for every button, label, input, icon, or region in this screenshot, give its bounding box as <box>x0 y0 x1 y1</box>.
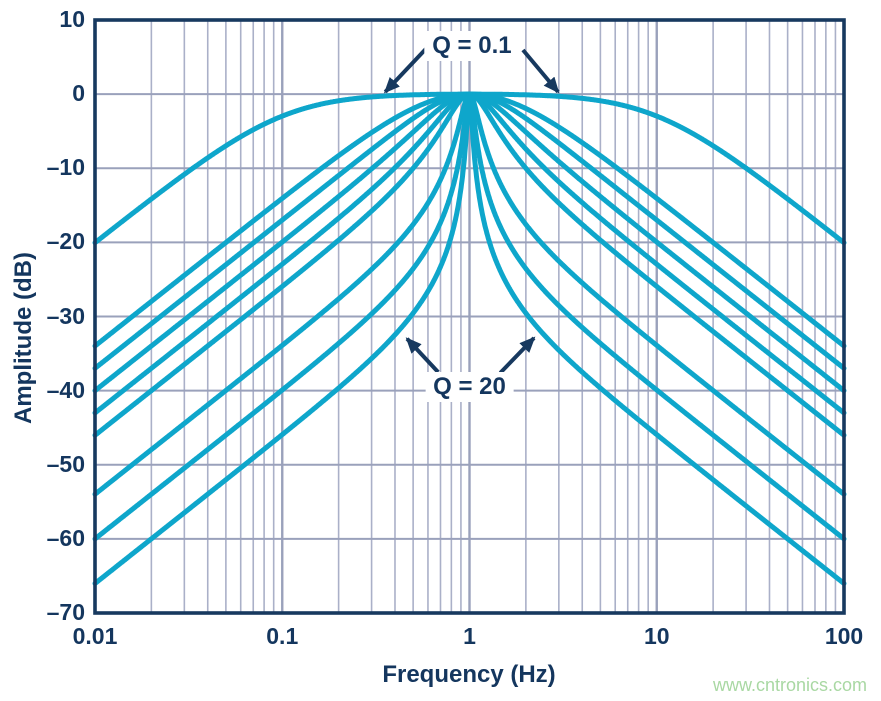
y-tick-label: 0 <box>72 80 85 107</box>
x-tick-label: 0.01 <box>72 623 118 649</box>
y-tick-label: –30 <box>46 302 85 329</box>
x-tick-label: 100 <box>824 623 864 649</box>
y-tick-label: –10 <box>46 154 85 181</box>
annotation-q-0.1: Q = 0.1 <box>424 30 520 61</box>
annotation-q-20: Q = 20 <box>425 371 514 402</box>
plot-border <box>93 18 846 615</box>
x-tick-label: 1 <box>463 623 476 649</box>
annotation-arrow <box>498 336 536 375</box>
y-tick-label: –40 <box>46 376 85 403</box>
x-axis-title: Frequency (Hz) <box>382 661 556 688</box>
response-curve-20 <box>92 91 847 586</box>
y-tick-label: –50 <box>46 450 85 477</box>
annotation-arrow <box>383 46 429 94</box>
watermark: www.cntronics.com <box>712 675 867 695</box>
y-tick-label: –60 <box>46 524 85 551</box>
annotation-arrow <box>521 48 560 94</box>
y-tick-label: –70 <box>46 598 85 625</box>
x-tick-label: 0.1 <box>266 623 299 649</box>
y-tick-label: 10 <box>59 5 85 32</box>
y-tick-label: –20 <box>46 228 85 255</box>
x-tick-label: 10 <box>643 623 670 649</box>
annotation-arrow <box>405 337 440 374</box>
